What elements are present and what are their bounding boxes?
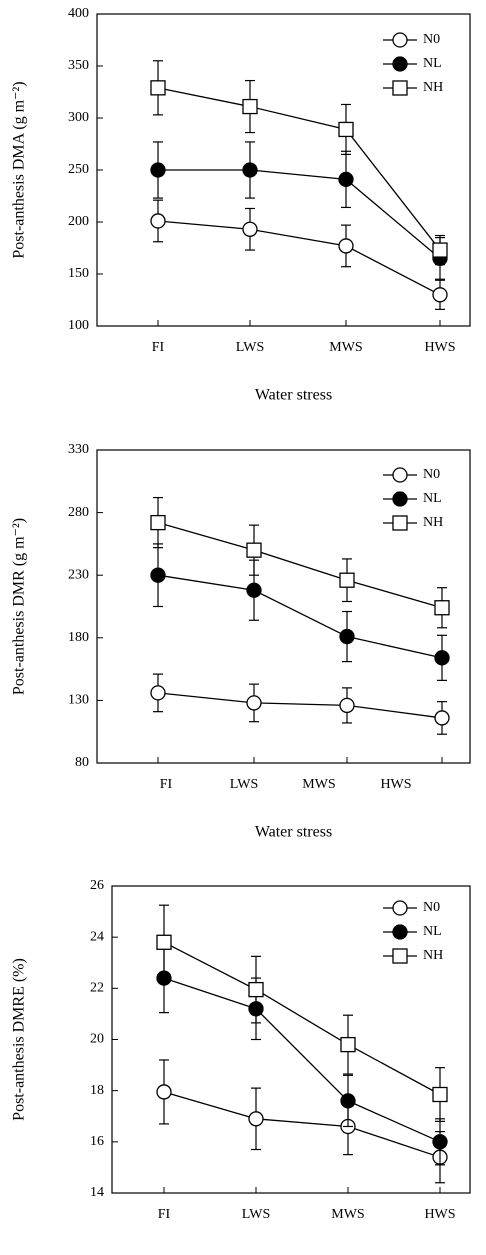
series-line [157, 220, 441, 296]
y-tick-label: 22 [90, 981, 104, 996]
data-point [434, 600, 450, 616]
data-point [338, 238, 354, 254]
data-point [150, 162, 166, 178]
y-axis-title: Post-anthesis DMA (g m⁻²) [11, 81, 28, 258]
data-point [242, 221, 258, 237]
legend-marker [392, 948, 408, 964]
data-point [156, 1084, 172, 1100]
y-tick-label: 280 [68, 505, 89, 520]
legend-marker [392, 56, 408, 72]
x-tick-label: HWS [424, 1207, 455, 1222]
y-tick-label: 18 [90, 1083, 104, 1098]
legend-marker [392, 491, 408, 507]
data-point [339, 628, 355, 645]
data-point [150, 514, 166, 531]
legend-marker [392, 32, 408, 48]
y-tick-label: 24 [90, 929, 104, 944]
y-tick-label: 14 [90, 1185, 104, 1200]
data-point [434, 710, 450, 726]
y-tick-label: 230 [68, 567, 89, 582]
data-point [338, 121, 354, 138]
data-point [434, 650, 450, 666]
data-point [340, 1036, 356, 1053]
series-line [157, 521, 443, 609]
data-point [242, 98, 258, 115]
legend-label: NH [423, 515, 443, 530]
y-tick-label: 20 [90, 1032, 104, 1047]
data-point [339, 697, 355, 714]
legend-label: NH [423, 80, 443, 95]
legend-marker [392, 900, 408, 916]
x-tick-label: HWS [380, 777, 411, 792]
y-tick-label: 130 [68, 693, 89, 708]
data-point [432, 1134, 448, 1150]
y-tick-label: 200 [68, 214, 89, 229]
series-line [157, 574, 443, 659]
data-point [338, 171, 354, 188]
data-point [339, 572, 355, 588]
y-tick-label: 16 [90, 1134, 104, 1149]
series-line [158, 169, 441, 259]
data-point [150, 80, 166, 96]
y-tick-label: 180 [68, 630, 89, 645]
x-tick-label: LWS [230, 777, 259, 792]
x-tick-label: FI [158, 1207, 171, 1222]
x-axis-title: Water stress [262, 1254, 339, 1255]
legend-marker [392, 80, 408, 96]
data-point [432, 1086, 448, 1103]
y-tick-label: 330 [68, 442, 89, 457]
legend-label: N0 [423, 467, 440, 482]
x-tick-label: MWS [302, 777, 335, 792]
data-point [150, 567, 166, 583]
legend-label: NL [423, 491, 442, 506]
legend-label: NH [423, 948, 443, 963]
legend-marker [392, 924, 408, 940]
y-tick-label: 300 [68, 110, 89, 125]
x-tick-label: HWS [424, 340, 455, 355]
x-tick-label: MWS [331, 1207, 364, 1222]
data-point [150, 685, 166, 701]
data-point [248, 1111, 264, 1127]
series-line [163, 941, 441, 1096]
plot-frame [96, 449, 471, 764]
data-point [246, 542, 262, 558]
data-point [246, 582, 262, 598]
x-tick-label: FI [152, 340, 165, 355]
data-point [432, 287, 448, 303]
data-point [242, 162, 258, 178]
x-tick-label: LWS [242, 1207, 271, 1222]
series-line [163, 977, 441, 1143]
data-point [150, 213, 166, 229]
legend-marker [392, 515, 408, 531]
series-line [163, 1091, 441, 1158]
x-axis-title: Water stress [255, 387, 332, 404]
series-line [157, 692, 443, 719]
legend-label: N0 [423, 900, 440, 915]
data-point [246, 695, 262, 711]
legend-label: NL [423, 56, 442, 71]
y-tick-label: 150 [68, 266, 89, 281]
legend-label: N0 [423, 32, 440, 47]
y-tick-label: 350 [68, 58, 89, 73]
y-tick-label: 400 [68, 6, 89, 21]
y-tick-label: 80 [75, 755, 89, 770]
series-line [157, 87, 441, 251]
y-tick-label: 100 [68, 318, 89, 333]
y-tick-label: 250 [68, 162, 89, 177]
x-tick-label: LWS [236, 340, 265, 355]
data-point [248, 981, 264, 998]
data-point [340, 1093, 356, 1109]
data-point [432, 242, 448, 258]
x-tick-label: MWS [329, 340, 362, 355]
x-axis-title: Water stress [255, 824, 332, 841]
legend-label: NL [423, 924, 442, 939]
data-point [156, 934, 172, 950]
y-axis-title: Post-anthesis DMRE (%) [11, 958, 28, 1121]
x-tick-label: FI [160, 777, 173, 792]
legend-marker [392, 467, 408, 483]
y-tick-label: 26 [90, 878, 104, 893]
y-axis-title: Post-anthesis DMR (g m⁻²) [11, 518, 28, 695]
